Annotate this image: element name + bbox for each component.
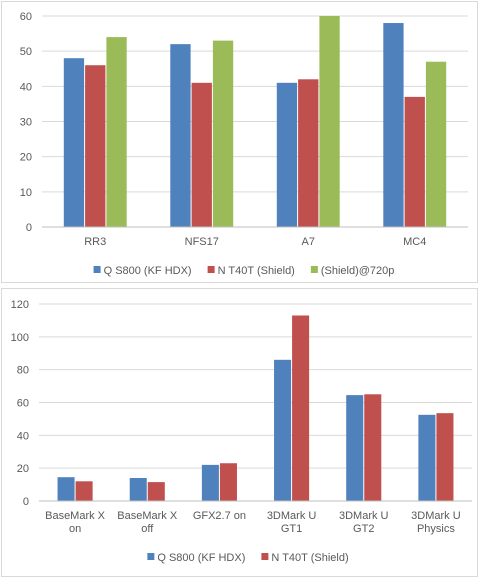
- legend-swatch: [207, 266, 215, 273]
- y-tick-label: 100: [11, 332, 29, 344]
- y-tick-label: 0: [26, 222, 32, 234]
- x-tick-label: MC4: [403, 236, 426, 248]
- bar: [274, 359, 292, 501]
- x-tick-label: 3DMark U: [267, 510, 317, 522]
- chart-panel-1: 0 10 20 30 40 50 60 RR3 NFS17 A7 MC4 Q S800 (KF HDX…: [1, 1, 478, 283]
- bar: [85, 65, 106, 227]
- y-tick-label: 20: [20, 152, 32, 164]
- y-tick-label: 0: [23, 496, 29, 508]
- y-tick-label: 40: [20, 81, 32, 93]
- legend-label: (Shield)@720p: [321, 265, 395, 277]
- legend-swatch: [261, 553, 269, 560]
- y-tick-label: 60: [20, 11, 32, 23]
- bar: [170, 44, 191, 228]
- bar: [418, 414, 436, 501]
- x-tick-label: GT2: [353, 523, 374, 535]
- bar: [298, 79, 319, 227]
- bar: [425, 61, 447, 227]
- bar: [57, 477, 75, 501]
- x-tick-label: A7: [302, 236, 315, 248]
- x-tick-label: NFS17: [185, 236, 219, 248]
- x-tick-label: Physics: [417, 523, 455, 535]
- y-tick-label: 60: [17, 398, 29, 410]
- x-tick-label: BaseMark X: [117, 510, 178, 522]
- bar: [219, 463, 237, 501]
- y-tick-label: 40: [17, 430, 29, 442]
- bar: [129, 478, 147, 501]
- legend-label: N T40T (Shield): [218, 265, 295, 277]
- x-tick-label: GT1: [281, 523, 302, 535]
- y-tick-label: 10: [20, 187, 32, 199]
- bar: [201, 464, 219, 501]
- bar: [383, 23, 404, 228]
- bar: [346, 395, 364, 501]
- bar: [191, 82, 212, 227]
- bar: [292, 315, 310, 501]
- bar: [75, 481, 93, 501]
- legend-swatch: [310, 266, 318, 273]
- bar: [404, 96, 425, 227]
- x-tick-label: 3DMark U: [339, 510, 389, 522]
- bar: [436, 413, 454, 501]
- y-tick-label: 80: [17, 365, 29, 377]
- legend-swatch: [147, 553, 155, 560]
- bar: [212, 40, 234, 227]
- bar-chart-1: 0 10 20 30 40 50 60 RR3 NFS17 A7 MC4 Q S800 (KF HDX…: [20, 11, 468, 277]
- bar: [276, 82, 298, 227]
- x-tick-label: on: [69, 523, 81, 535]
- legend: Q S800 (KF HDX) N T40T (Shield) (Shield)@7…: [93, 265, 395, 277]
- legend-label: Q S800 (KF HDX): [104, 265, 192, 277]
- bar: [106, 37, 127, 227]
- x-tick-label: RR3: [84, 236, 106, 248]
- bar: [147, 482, 165, 501]
- y-tick-label: 120: [11, 299, 29, 311]
- y-tick-label: 50: [20, 46, 32, 58]
- y-tick-label: 20: [17, 463, 29, 475]
- x-tick-label: 3DMark U: [411, 510, 461, 522]
- x-tick-label: off: [141, 523, 154, 535]
- bar: [319, 16, 340, 227]
- x-tick-label: BaseMark X: [45, 510, 106, 522]
- legend-swatch: [93, 266, 101, 273]
- legend-label: N T40T (Shield): [271, 552, 348, 564]
- bar: [63, 58, 85, 228]
- y-tick-label: 30: [20, 117, 32, 129]
- bar: [364, 394, 382, 501]
- x-tick-label: GFX2.7 on: [193, 510, 246, 522]
- legend-label: Q S800 (KF HDX): [157, 552, 245, 564]
- legend: Q S800 (KF HDX) N T40T (Shield): [147, 552, 349, 564]
